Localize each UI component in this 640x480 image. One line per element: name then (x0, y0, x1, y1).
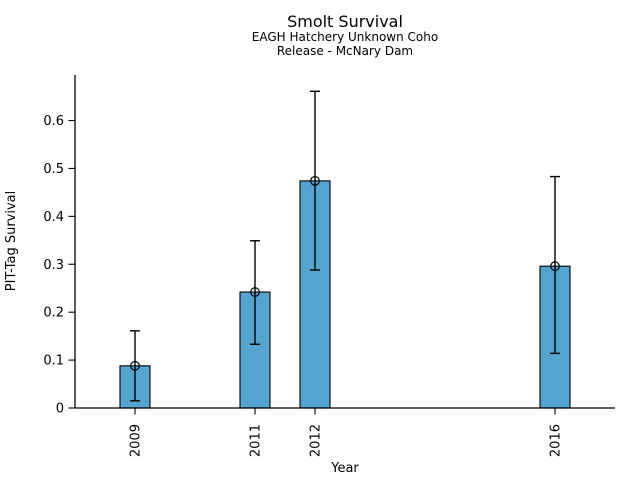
y-tick-label: 0.5 (43, 162, 64, 177)
y-axis-label: PIT-Tag Survival (4, 191, 19, 291)
chart-subtitle-line-2: Release - McNary Dam (277, 44, 413, 58)
plot-area: 0 0.1 0.2 0.3 0.4 0.5 0.6 2009 2011 2012 2016 (43, 75, 615, 457)
x-tick-label: 2012 (309, 424, 324, 457)
y-tick-label: 0.3 (43, 258, 64, 273)
data-point-marker-2016 (550, 261, 560, 272)
y-tick-label: 0 (56, 402, 64, 417)
data-point-marker-2011 (250, 287, 260, 297)
data-point-marker-2009 (130, 360, 140, 371)
x-tick-label: 2011 (249, 424, 264, 457)
chart-subtitle-line-1: EAGH Hatchery Unknown Coho (252, 30, 438, 44)
x-tick-label: 2016 (549, 424, 564, 457)
y-tick-label: 0.2 (43, 306, 64, 321)
x-tick-label: 2009 (129, 424, 144, 457)
y-tick-label: 0.6 (43, 114, 64, 129)
y-tick-label: 0.1 (43, 354, 64, 369)
x-axis-label: Year (330, 461, 359, 476)
data-point-marker-2012 (310, 175, 320, 186)
chart-title: Smolt Survival (287, 12, 403, 31)
y-tick-label: 0.4 (43, 210, 64, 225)
